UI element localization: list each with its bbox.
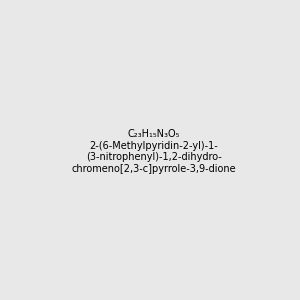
Text: C₂₃H₁₅N₃O₅
2-(6-Methylpyridin-2-yl)-1-
(3-nitrophenyl)-1,2-dihydro-
chromeno[2,3: C₂₃H₁₅N₃O₅ 2-(6-Methylpyridin-2-yl)-1- (… (71, 129, 236, 174)
